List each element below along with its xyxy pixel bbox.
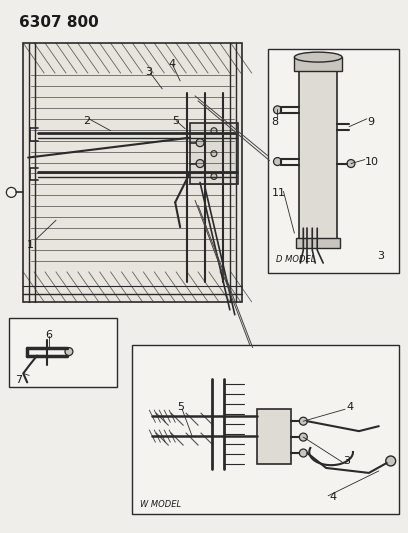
Circle shape bbox=[273, 158, 282, 166]
Circle shape bbox=[299, 449, 307, 457]
Text: 1: 1 bbox=[27, 240, 34, 250]
Text: 6307 800: 6307 800 bbox=[19, 15, 99, 30]
Circle shape bbox=[196, 159, 204, 167]
Text: 4: 4 bbox=[329, 492, 336, 502]
Text: 10: 10 bbox=[365, 157, 379, 167]
Text: 5: 5 bbox=[172, 116, 179, 126]
Circle shape bbox=[211, 151, 217, 157]
Text: 7: 7 bbox=[15, 375, 22, 385]
Bar bbox=[9, 318, 117, 387]
Text: 3: 3 bbox=[145, 67, 153, 77]
Bar bbox=[296, 238, 340, 248]
Bar bbox=[268, 49, 399, 273]
Text: 6: 6 bbox=[45, 330, 52, 340]
Circle shape bbox=[299, 417, 307, 425]
Circle shape bbox=[347, 159, 355, 167]
Text: W MODEL: W MODEL bbox=[140, 500, 182, 509]
Text: 4: 4 bbox=[168, 59, 175, 69]
Circle shape bbox=[386, 456, 396, 466]
Ellipse shape bbox=[295, 52, 342, 62]
Text: 2: 2 bbox=[83, 116, 90, 126]
Bar bbox=[133, 345, 399, 514]
Text: 5: 5 bbox=[177, 402, 184, 413]
Circle shape bbox=[299, 433, 307, 441]
Text: 3: 3 bbox=[343, 456, 350, 466]
Bar bbox=[257, 409, 291, 464]
Circle shape bbox=[211, 128, 217, 134]
Bar bbox=[190, 123, 238, 184]
Text: 4: 4 bbox=[346, 402, 353, 413]
Circle shape bbox=[7, 188, 16, 197]
Text: 11: 11 bbox=[272, 188, 286, 198]
Bar bbox=[23, 43, 242, 302]
Text: 3: 3 bbox=[377, 251, 384, 261]
Text: D MODEL: D MODEL bbox=[275, 255, 315, 264]
Circle shape bbox=[196, 139, 204, 147]
Bar bbox=[299, 69, 337, 243]
Text: 9: 9 bbox=[367, 117, 374, 127]
Circle shape bbox=[273, 106, 282, 114]
Circle shape bbox=[211, 173, 217, 180]
Circle shape bbox=[65, 348, 73, 356]
Text: 8: 8 bbox=[272, 117, 279, 127]
Bar bbox=[295, 57, 342, 71]
